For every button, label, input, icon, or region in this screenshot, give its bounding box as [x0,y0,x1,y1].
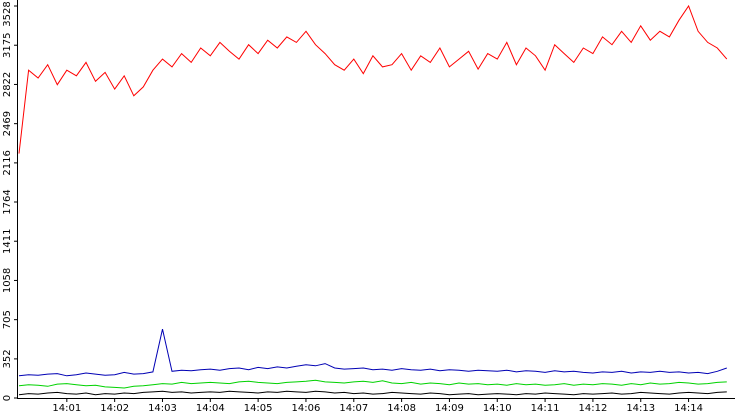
series-line [18,379,727,389]
x-tick-label: 14:07 [339,403,368,414]
y-tick-label: 2116 [2,150,13,175]
y-tick-label: 1411 [2,228,13,253]
x-tick-label: 14:01 [52,403,81,414]
y-tick-label: 1764 [2,189,13,214]
y-tick-label: 3175 [2,32,13,57]
y-tick-label: 352 [2,349,13,368]
x-tick-label: 14:10 [483,403,512,414]
y-tick-label: 2469 [2,111,13,136]
x-tick-label: 14:03 [148,403,177,414]
x-tick-label: 14:06 [292,403,321,414]
series-line [18,4,728,154]
y-tick-label: 3528 [2,1,13,26]
x-tick-label: 14:05 [244,403,273,414]
x-tick-label: 14:08 [387,403,416,414]
x-tick-label: 14:11 [531,403,560,414]
y-tick-label: 2822 [2,72,13,97]
y-tick-label: 0 [2,395,13,401]
x-tick-label: 14:09 [435,403,464,414]
x-tick-label: 14:12 [578,403,607,414]
y-tick-label: 705 [2,310,13,329]
x-tick-label: 14:02 [100,403,129,414]
y-tick-label: 1058 [2,268,13,293]
series-line [18,328,727,377]
x-tick-label: 14:13 [626,403,655,414]
series-line [18,390,727,396]
x-tick-label: 14:04 [196,403,225,414]
x-tick-label: 14:14 [674,403,703,414]
